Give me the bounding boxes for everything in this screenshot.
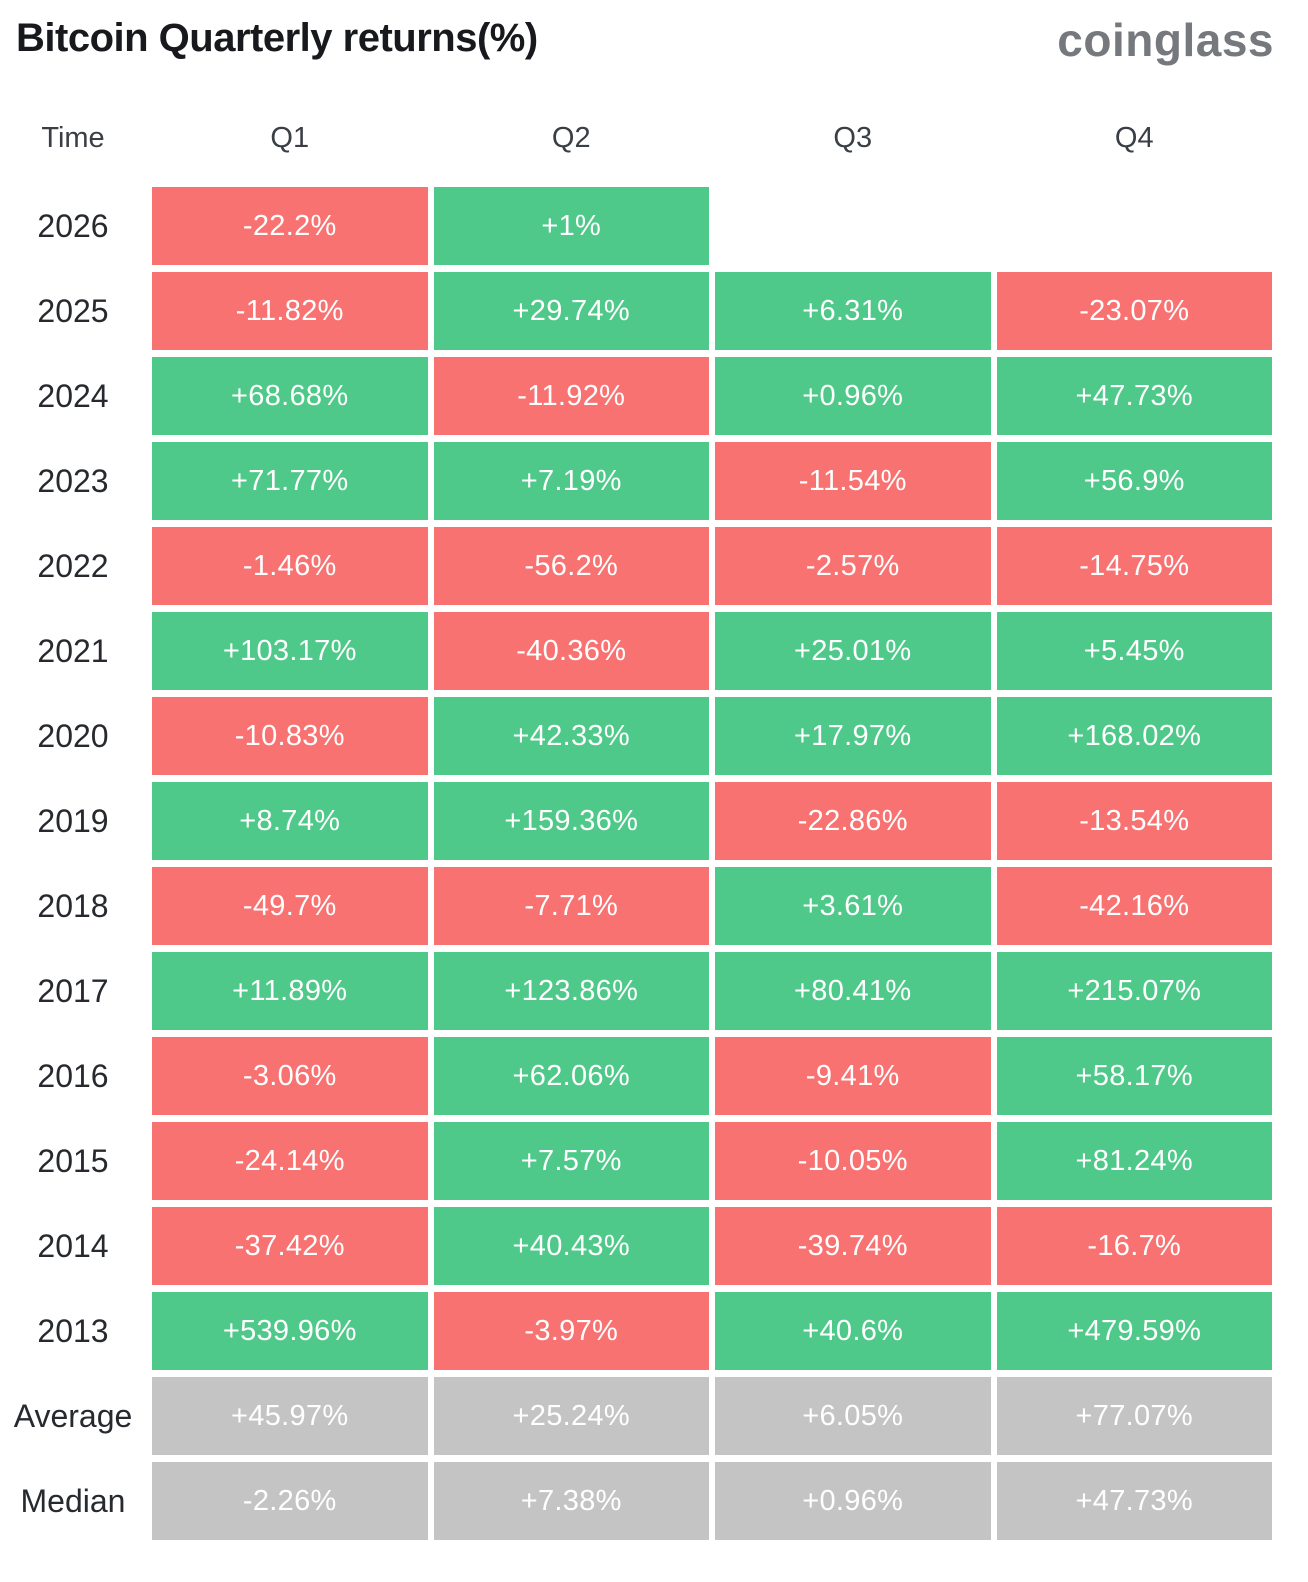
return-cell: +58.17% bbox=[996, 1037, 1272, 1115]
return-cell: -11.92% bbox=[433, 357, 709, 435]
return-cell: -10.83% bbox=[152, 697, 428, 775]
return-cell: -16.7% bbox=[996, 1207, 1272, 1285]
row-label: 2019 bbox=[37, 802, 109, 839]
return-cell: +7.57% bbox=[433, 1122, 709, 1200]
return-cell: -3.97% bbox=[433, 1292, 709, 1370]
return-cell: +3.61% bbox=[715, 867, 991, 945]
return-cell: -40.36% bbox=[433, 612, 709, 690]
return-cell: +25.24% bbox=[433, 1377, 709, 1455]
row-label: 2023 bbox=[37, 462, 109, 499]
return-cell: +168.02% bbox=[996, 697, 1272, 775]
return-cell: -11.82% bbox=[152, 272, 428, 350]
return-cell: -22.2% bbox=[152, 187, 428, 265]
row-label: 2025 bbox=[37, 292, 109, 329]
row-label: 2026 bbox=[37, 207, 109, 244]
return-cell: +42.33% bbox=[433, 697, 709, 775]
return-cell: +29.74% bbox=[433, 272, 709, 350]
return-cell: +479.59% bbox=[996, 1292, 1272, 1370]
return-cell: +40.43% bbox=[433, 1207, 709, 1285]
row-label: 2018 bbox=[37, 887, 109, 924]
row-label: 2014 bbox=[37, 1227, 109, 1264]
column-header-q2: Q2 bbox=[551, 121, 591, 154]
row-label: 2020 bbox=[37, 717, 109, 754]
return-cell: -1.46% bbox=[152, 527, 428, 605]
return-cell: +56.9% bbox=[996, 442, 1272, 520]
return-cell: +62.06% bbox=[433, 1037, 709, 1115]
return-cell: +0.96% bbox=[715, 1462, 991, 1540]
return-cell: -13.54% bbox=[996, 782, 1272, 860]
return-cell: +7.19% bbox=[433, 442, 709, 520]
row-label: 2013 bbox=[37, 1312, 109, 1349]
return-cell: +159.36% bbox=[433, 782, 709, 860]
return-cell: -37.42% bbox=[152, 1207, 428, 1285]
return-cell: -9.41% bbox=[715, 1037, 991, 1115]
return-cell: -24.14% bbox=[152, 1122, 428, 1200]
coinglass-logo: coinglass bbox=[1057, 14, 1274, 66]
return-cell: +7.38% bbox=[433, 1462, 709, 1540]
return-cell: -7.71% bbox=[433, 867, 709, 945]
return-cell: -56.2% bbox=[433, 527, 709, 605]
column-header-time: Time bbox=[41, 121, 105, 154]
row-label: 2016 bbox=[37, 1057, 109, 1094]
return-cell: +45.97% bbox=[152, 1377, 428, 1455]
return-cell: +81.24% bbox=[996, 1122, 1272, 1200]
return-cell: +47.73% bbox=[996, 1462, 1272, 1540]
row-label: 2021 bbox=[37, 632, 109, 669]
column-header-q4: Q4 bbox=[1114, 121, 1154, 154]
column-header-q3: Q3 bbox=[833, 121, 873, 154]
returns-grid: 2026 -22.2% +1% 2025 -11.82% +29.74% +6.31% -23… bbox=[0, 187, 1308, 1540]
return-cell: -14.75% bbox=[996, 527, 1272, 605]
column-header-q1: Q1 bbox=[270, 121, 310, 154]
return-cell: -39.74% bbox=[715, 1207, 991, 1285]
return-cell: +1% bbox=[433, 187, 709, 265]
return-cell: +80.41% bbox=[715, 952, 991, 1030]
return-cell: +6.31% bbox=[715, 272, 991, 350]
return-cell: -10.05% bbox=[715, 1122, 991, 1200]
row-label: 2022 bbox=[37, 547, 109, 584]
row-label: 2024 bbox=[37, 377, 109, 414]
return-cell: -2.57% bbox=[715, 527, 991, 605]
return-cell: +77.07% bbox=[996, 1377, 1272, 1455]
return-cell: +6.05% bbox=[715, 1377, 991, 1455]
return-cell bbox=[997, 187, 1273, 265]
return-cell: +47.73% bbox=[996, 357, 1272, 435]
return-cell: -22.86% bbox=[715, 782, 991, 860]
return-cell: +25.01% bbox=[715, 612, 991, 690]
return-cell: +103.17% bbox=[152, 612, 428, 690]
return-cell: +40.6% bbox=[715, 1292, 991, 1370]
return-cell: +17.97% bbox=[715, 697, 991, 775]
return-cell: +68.68% bbox=[152, 357, 428, 435]
return-cell: +123.86% bbox=[433, 952, 709, 1030]
return-cell: -42.16% bbox=[996, 867, 1272, 945]
row-label: Median bbox=[20, 1482, 126, 1519]
return-cell: -23.07% bbox=[996, 272, 1272, 350]
row-label: Average bbox=[13, 1397, 133, 1434]
return-cell: +8.74% bbox=[152, 782, 428, 860]
top-bar: Bitcoin Quarterly returns(%) coinglass bbox=[0, 0, 1308, 72]
row-label: 2017 bbox=[37, 972, 109, 1009]
page-title: Bitcoin Quarterly returns(%) bbox=[16, 16, 538, 60]
return-cell: -2.26% bbox=[152, 1462, 428, 1540]
return-cell: +539.96% bbox=[152, 1292, 428, 1370]
return-cell: +71.77% bbox=[152, 442, 428, 520]
return-cell: -11.54% bbox=[715, 442, 991, 520]
return-cell: +11.89% bbox=[152, 952, 428, 1030]
return-cell: -3.06% bbox=[152, 1037, 428, 1115]
return-cell: -49.7% bbox=[152, 867, 428, 945]
return-cell: +215.07% bbox=[996, 952, 1272, 1030]
row-label: 2015 bbox=[37, 1142, 109, 1179]
return-cell: +0.96% bbox=[715, 357, 991, 435]
return-cell bbox=[715, 187, 991, 265]
return-cell: +5.45% bbox=[996, 612, 1272, 690]
table-header: Time Q1 Q2 Q3 Q4 bbox=[0, 118, 1308, 158]
